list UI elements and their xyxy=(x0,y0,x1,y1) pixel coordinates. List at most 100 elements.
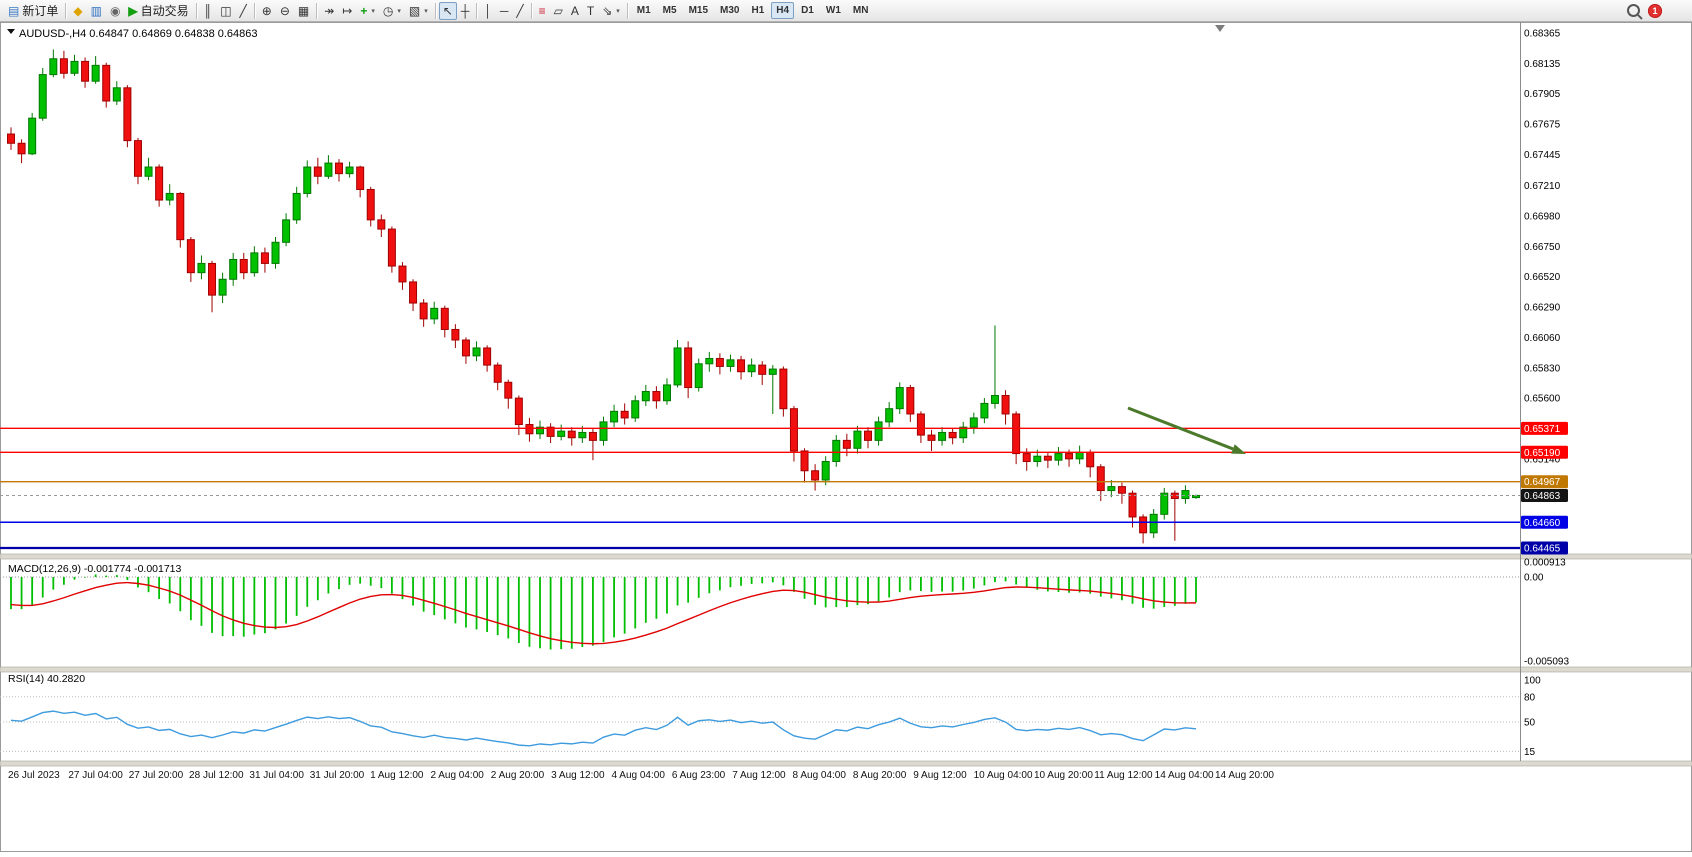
signals-button[interactable]: ◉ xyxy=(106,2,124,20)
cursor-icon: ↖ xyxy=(442,3,453,18)
timeframe-w1-button[interactable]: W1 xyxy=(825,5,841,16)
svg-text:14 Aug 04:00: 14 Aug 04:00 xyxy=(1155,770,1214,781)
svg-text:0.64465: 0.64465 xyxy=(1524,544,1561,555)
candlestick-button[interactable]: ◫ xyxy=(216,2,235,20)
timeframe-m30-button[interactable]: M30 xyxy=(720,5,740,16)
chart-shift-button[interactable]: ↦ xyxy=(338,2,356,20)
toolbar-right: 1 xyxy=(1627,3,1688,18)
fibonacci-icon: ≡ xyxy=(538,3,546,18)
svg-text:1 Aug 12:00: 1 Aug 12:00 xyxy=(370,770,424,781)
svg-text:0.66060: 0.66060 xyxy=(1524,333,1561,344)
indicators-button[interactable]: + ▾ xyxy=(356,2,379,20)
arrow-icon: ⇘ xyxy=(602,3,613,18)
svg-text:AUDUSD-,H4 0.64847 0.64869 0.: AUDUSD-,H4 0.64847 0.64869 0.64838 0.648… xyxy=(19,28,258,40)
svg-text:0.65830: 0.65830 xyxy=(1524,363,1561,374)
annotation-layer[interactable] xyxy=(1127,406,1246,454)
horizontal-line-tool-button[interactable]: ─ xyxy=(496,2,513,20)
svg-text:0.66750: 0.66750 xyxy=(1524,242,1561,253)
periods-button[interactable]: ◷ ▾ xyxy=(379,2,405,20)
crosshair-icon: ┼ xyxy=(460,3,470,18)
separator xyxy=(626,2,628,19)
svg-text:27 Jul 04:00: 27 Jul 04:00 xyxy=(68,770,123,781)
svg-text:0.67675: 0.67675 xyxy=(1524,120,1561,131)
templates-button[interactable]: ▧ ▾ xyxy=(405,2,432,20)
chart-area: 0.68365 0.68135 0.67905 0.67675 0.67445 0.672… xyxy=(0,22,1692,857)
svg-text:10 Aug 04:00: 10 Aug 04:00 xyxy=(974,770,1033,781)
chart-shift-marker-icon xyxy=(1215,25,1225,32)
arrows-tool-button[interactable]: ⇘ ▾ xyxy=(598,2,624,20)
separator xyxy=(316,2,318,19)
timeframe-mn-button[interactable]: MN xyxy=(852,5,869,16)
diamond-icon: ◆ xyxy=(73,3,83,18)
toolbar: ▤ 新订单 ◆ ▥ ◉ ▶ 自动交易 ║ ◫ ╱ ⊕ ⊖ ▦ ↠ ↦ + ▾ ◷ ▾… xyxy=(0,0,1692,22)
macd-panel: MACD(12,26,9) -0.001774 -0.001713 0.00091… xyxy=(0,557,1569,667)
bar-chart-button[interactable]: ║ xyxy=(200,2,217,20)
svg-text:50: 50 xyxy=(1524,718,1536,729)
svg-text:80: 80 xyxy=(1524,692,1536,703)
autotrading-button[interactable]: ▶ 自动交易 xyxy=(124,2,192,20)
cursor-tool-button[interactable]: ↖ xyxy=(438,1,457,20)
svg-text:0.000913: 0.000913 xyxy=(1524,557,1566,568)
text-label-tool-button[interactable]: T xyxy=(583,2,598,20)
line-chart-icon: ╱ xyxy=(239,3,247,18)
horizontal-level-lines[interactable]: 0.65371 0.65190 0.64967 0.64660 0.64465 0.648… xyxy=(0,421,1568,555)
auto-scroll-button[interactable]: ↠ xyxy=(320,2,338,20)
svg-text:8 Aug 04:00: 8 Aug 04:00 xyxy=(793,770,847,781)
svg-text:-0.005093: -0.005093 xyxy=(1524,656,1569,667)
vertical-line-tool-button[interactable]: │ xyxy=(480,2,496,20)
new-order-button[interactable]: ▤ 新订单 xyxy=(4,2,62,20)
zoom-out-button[interactable]: ⊖ xyxy=(276,2,294,20)
autotrading-label: 自动交易 xyxy=(140,4,189,18)
chart-canvas[interactable]: 0.68365 0.68135 0.67905 0.67675 0.67445 0.672… xyxy=(0,22,1692,852)
chevron-down-icon: ▾ xyxy=(424,7,428,15)
svg-text:100: 100 xyxy=(1524,676,1541,687)
new-order-icon: ▤ xyxy=(8,3,20,18)
trend-arrow xyxy=(1127,406,1234,451)
auto-scroll-icon: ↠ xyxy=(324,3,335,18)
svg-text:0.66520: 0.66520 xyxy=(1524,272,1561,283)
time-axis[interactable]: 26 Jul 2023 27 Jul 04:00 27 Jul 20:00 28 Ju… xyxy=(8,770,1274,781)
notification-badge[interactable]: 1 xyxy=(1648,3,1662,18)
trendline-tool-button[interactable]: ╱ xyxy=(512,2,527,20)
svg-text:14 Aug 20:00: 14 Aug 20:00 xyxy=(1215,770,1274,781)
zoom-out-icon: ⊖ xyxy=(279,3,290,18)
svg-text:0.66290: 0.66290 xyxy=(1524,303,1561,314)
svg-text:11 Aug 12:00: 11 Aug 12:00 xyxy=(1094,770,1153,781)
svg-text:0.64863: 0.64863 xyxy=(1524,491,1561,502)
timeframe-h1-button[interactable]: H1 xyxy=(751,5,765,16)
svg-text:0.68365: 0.68365 xyxy=(1524,29,1561,40)
chevron-down-icon: ▾ xyxy=(616,7,620,15)
search-icon[interactable] xyxy=(1627,4,1640,17)
zoom-in-button[interactable]: ⊕ xyxy=(258,2,276,20)
community-button[interactable]: ◆ xyxy=(69,2,86,20)
svg-text:6 Aug 23:00: 6 Aug 23:00 xyxy=(672,770,726,781)
svg-text:0.66980: 0.66980 xyxy=(1524,211,1561,222)
svg-text:0.00: 0.00 xyxy=(1524,573,1544,584)
price-axis[interactable]: 0.68365 0.68135 0.67905 0.67675 0.67445 0.672… xyxy=(1524,29,1561,466)
timeframe-m15-button[interactable]: M15 xyxy=(688,5,709,16)
crosshair-tool-button[interactable]: ┼ xyxy=(457,2,474,20)
line-chart-button[interactable]: ╱ xyxy=(236,2,251,20)
separator xyxy=(195,2,197,19)
candlestick-icon: ◫ xyxy=(220,3,232,18)
timeframe-d1-button[interactable]: D1 xyxy=(801,5,814,16)
fibonacci-tool-button[interactable]: ≡ xyxy=(535,2,550,20)
text-tool-button[interactable]: A xyxy=(567,2,583,20)
chart-frame xyxy=(0,22,1692,852)
svg-text:9 Aug 12:00: 9 Aug 12:00 xyxy=(913,770,967,781)
svg-text:26 Jul 2023: 26 Jul 2023 xyxy=(8,770,60,781)
zoom-in-icon: ⊕ xyxy=(261,3,272,18)
market-button[interactable]: ▥ xyxy=(87,2,106,20)
play-icon: ▶ xyxy=(128,3,138,18)
timeframe-m5-button[interactable]: M5 xyxy=(662,5,677,16)
chart-shift-icon: ↦ xyxy=(342,3,353,18)
svg-text:0.65600: 0.65600 xyxy=(1524,394,1561,405)
vertical-line-icon: │ xyxy=(484,3,492,18)
timeframe-m1-button[interactable]: M1 xyxy=(636,5,651,16)
template-icon: ▧ xyxy=(408,3,421,18)
separator xyxy=(476,2,478,19)
timeframe-h4-button[interactable]: H4 xyxy=(771,2,795,19)
shapes-tool-button[interactable]: ▱ xyxy=(550,2,567,20)
trendline-icon: ╱ xyxy=(516,3,524,18)
tile-windows-button[interactable]: ▦ xyxy=(294,2,313,20)
